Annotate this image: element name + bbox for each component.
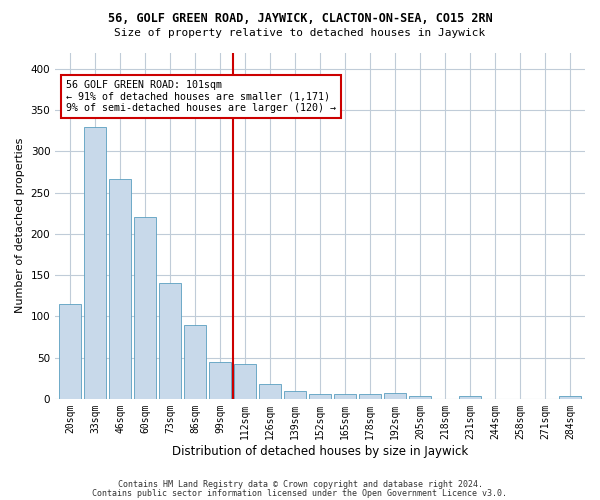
Bar [334, 394, 356, 399]
Bar [259, 384, 281, 399]
Text: 56 GOLF GREEN ROAD: 101sqm
← 91% of detached houses are smaller (1,171)
9% of se: 56 GOLF GREEN ROAD: 101sqm ← 91% of deta… [66, 80, 336, 114]
Text: Contains HM Land Registry data © Crown copyright and database right 2024.: Contains HM Land Registry data © Crown c… [118, 480, 482, 489]
Bar [84, 126, 106, 399]
Bar [159, 284, 181, 399]
Bar [284, 392, 307, 399]
Text: Contains public sector information licensed under the Open Government Licence v3: Contains public sector information licen… [92, 489, 508, 498]
Bar [184, 324, 206, 399]
Bar [384, 393, 406, 399]
Bar [59, 304, 82, 399]
Bar [359, 394, 382, 399]
Bar [134, 216, 157, 399]
X-axis label: Distribution of detached houses by size in Jaywick: Distribution of detached houses by size … [172, 444, 468, 458]
Bar [559, 396, 581, 399]
Y-axis label: Number of detached properties: Number of detached properties [15, 138, 25, 314]
Text: Size of property relative to detached houses in Jaywick: Size of property relative to detached ho… [115, 28, 485, 38]
Bar [209, 362, 232, 399]
Bar [109, 178, 131, 399]
Bar [409, 396, 431, 399]
Text: 56, GOLF GREEN ROAD, JAYWICK, CLACTON-ON-SEA, CO15 2RN: 56, GOLF GREEN ROAD, JAYWICK, CLACTON-ON… [107, 12, 493, 26]
Bar [309, 394, 331, 399]
Bar [234, 364, 256, 399]
Bar [459, 396, 481, 399]
